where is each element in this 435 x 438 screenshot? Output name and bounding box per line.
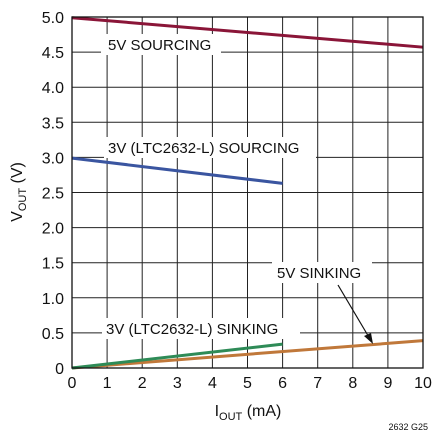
y-axis-title: VOUT (V) bbox=[9, 162, 29, 222]
y-tick-label: 1.5 bbox=[42, 256, 64, 273]
x-axis-title-sub: OUT bbox=[219, 411, 243, 423]
series-line-5v-sinking bbox=[71, 339, 424, 370]
x-tick-label: 1 bbox=[103, 375, 112, 392]
x-tick-label: 3 bbox=[173, 375, 182, 392]
y-axis-title-unit: (V) bbox=[9, 162, 26, 188]
series-line-3v-ltc2632-l-sourcing bbox=[71, 156, 283, 185]
x-axis-title: IOUT (mA) bbox=[215, 403, 282, 423]
label-3v-sinking: 3V (LTC2632-L) SINKING bbox=[102, 318, 300, 339]
label-3v-sourcing-text: 3V (LTC2632-L) SOURCING bbox=[108, 140, 299, 157]
y-tick-label: 3.0 bbox=[42, 150, 64, 167]
label-5v-sinking: 5V SINKING bbox=[272, 262, 372, 283]
x-tick-label: 8 bbox=[348, 375, 357, 392]
x-axis-title-unit: (mA) bbox=[242, 403, 281, 420]
y-tick-labels: 0 0.5 1.0 1.5 2.0 2.5 3.0 3.5 4.0 4.5 5.0 bbox=[42, 10, 64, 378]
label-5v-sinking-text: 5V SINKING bbox=[277, 265, 361, 282]
y-tick-label: 0 bbox=[55, 361, 64, 378]
label-3v-sinking-text: 3V (LTC2632-L) SINKING bbox=[106, 321, 278, 338]
y-tick-label: 3.5 bbox=[42, 115, 64, 132]
x-tick-label: 4 bbox=[208, 375, 217, 392]
label-5v-sourcing-text: 5V SOURCING bbox=[108, 37, 211, 54]
y-axis-title-sub: OUT bbox=[17, 188, 29, 212]
x-tick-labels: 0 1 2 3 4 5 6 7 8 9 10 bbox=[68, 375, 432, 392]
plot-frame bbox=[71, 16, 424, 369]
y-tick-label: 4.0 bbox=[42, 80, 64, 97]
x-tick-label: 7 bbox=[313, 375, 322, 392]
y-tick-label: 2.0 bbox=[42, 221, 64, 238]
y-tick-label: 2.5 bbox=[42, 186, 64, 203]
y-tick-label: 5.0 bbox=[42, 10, 64, 27]
grid bbox=[71, 16, 424, 369]
label-5v-sourcing: 5V SOURCING bbox=[101, 34, 221, 55]
series-line-5v-sourcing bbox=[71, 16, 424, 49]
y-tick-label: 0.5 bbox=[42, 326, 64, 343]
label-3v-sourcing: 3V (LTC2632-L) SOURCING bbox=[104, 137, 316, 158]
y-tick-label: 4.5 bbox=[42, 45, 64, 62]
figure-id: 2632 G25 bbox=[388, 422, 428, 432]
x-tick-label: 10 bbox=[414, 375, 432, 392]
y-axis-title-main: V bbox=[9, 211, 26, 222]
x-tick-label: 6 bbox=[278, 375, 287, 392]
x-tick-label: 9 bbox=[383, 375, 392, 392]
y-tick-label: 1.0 bbox=[42, 291, 64, 308]
x-tick-label: 2 bbox=[138, 375, 147, 392]
x-tick-label: 0 bbox=[68, 375, 77, 392]
pointer-arrow bbox=[337, 284, 373, 344]
x-axis-title-main: I bbox=[215, 403, 219, 420]
series-line-3v-ltc2632-l-sinking bbox=[71, 342, 283, 370]
series-layer bbox=[71, 16, 424, 370]
x-tick-label: 5 bbox=[243, 375, 252, 392]
